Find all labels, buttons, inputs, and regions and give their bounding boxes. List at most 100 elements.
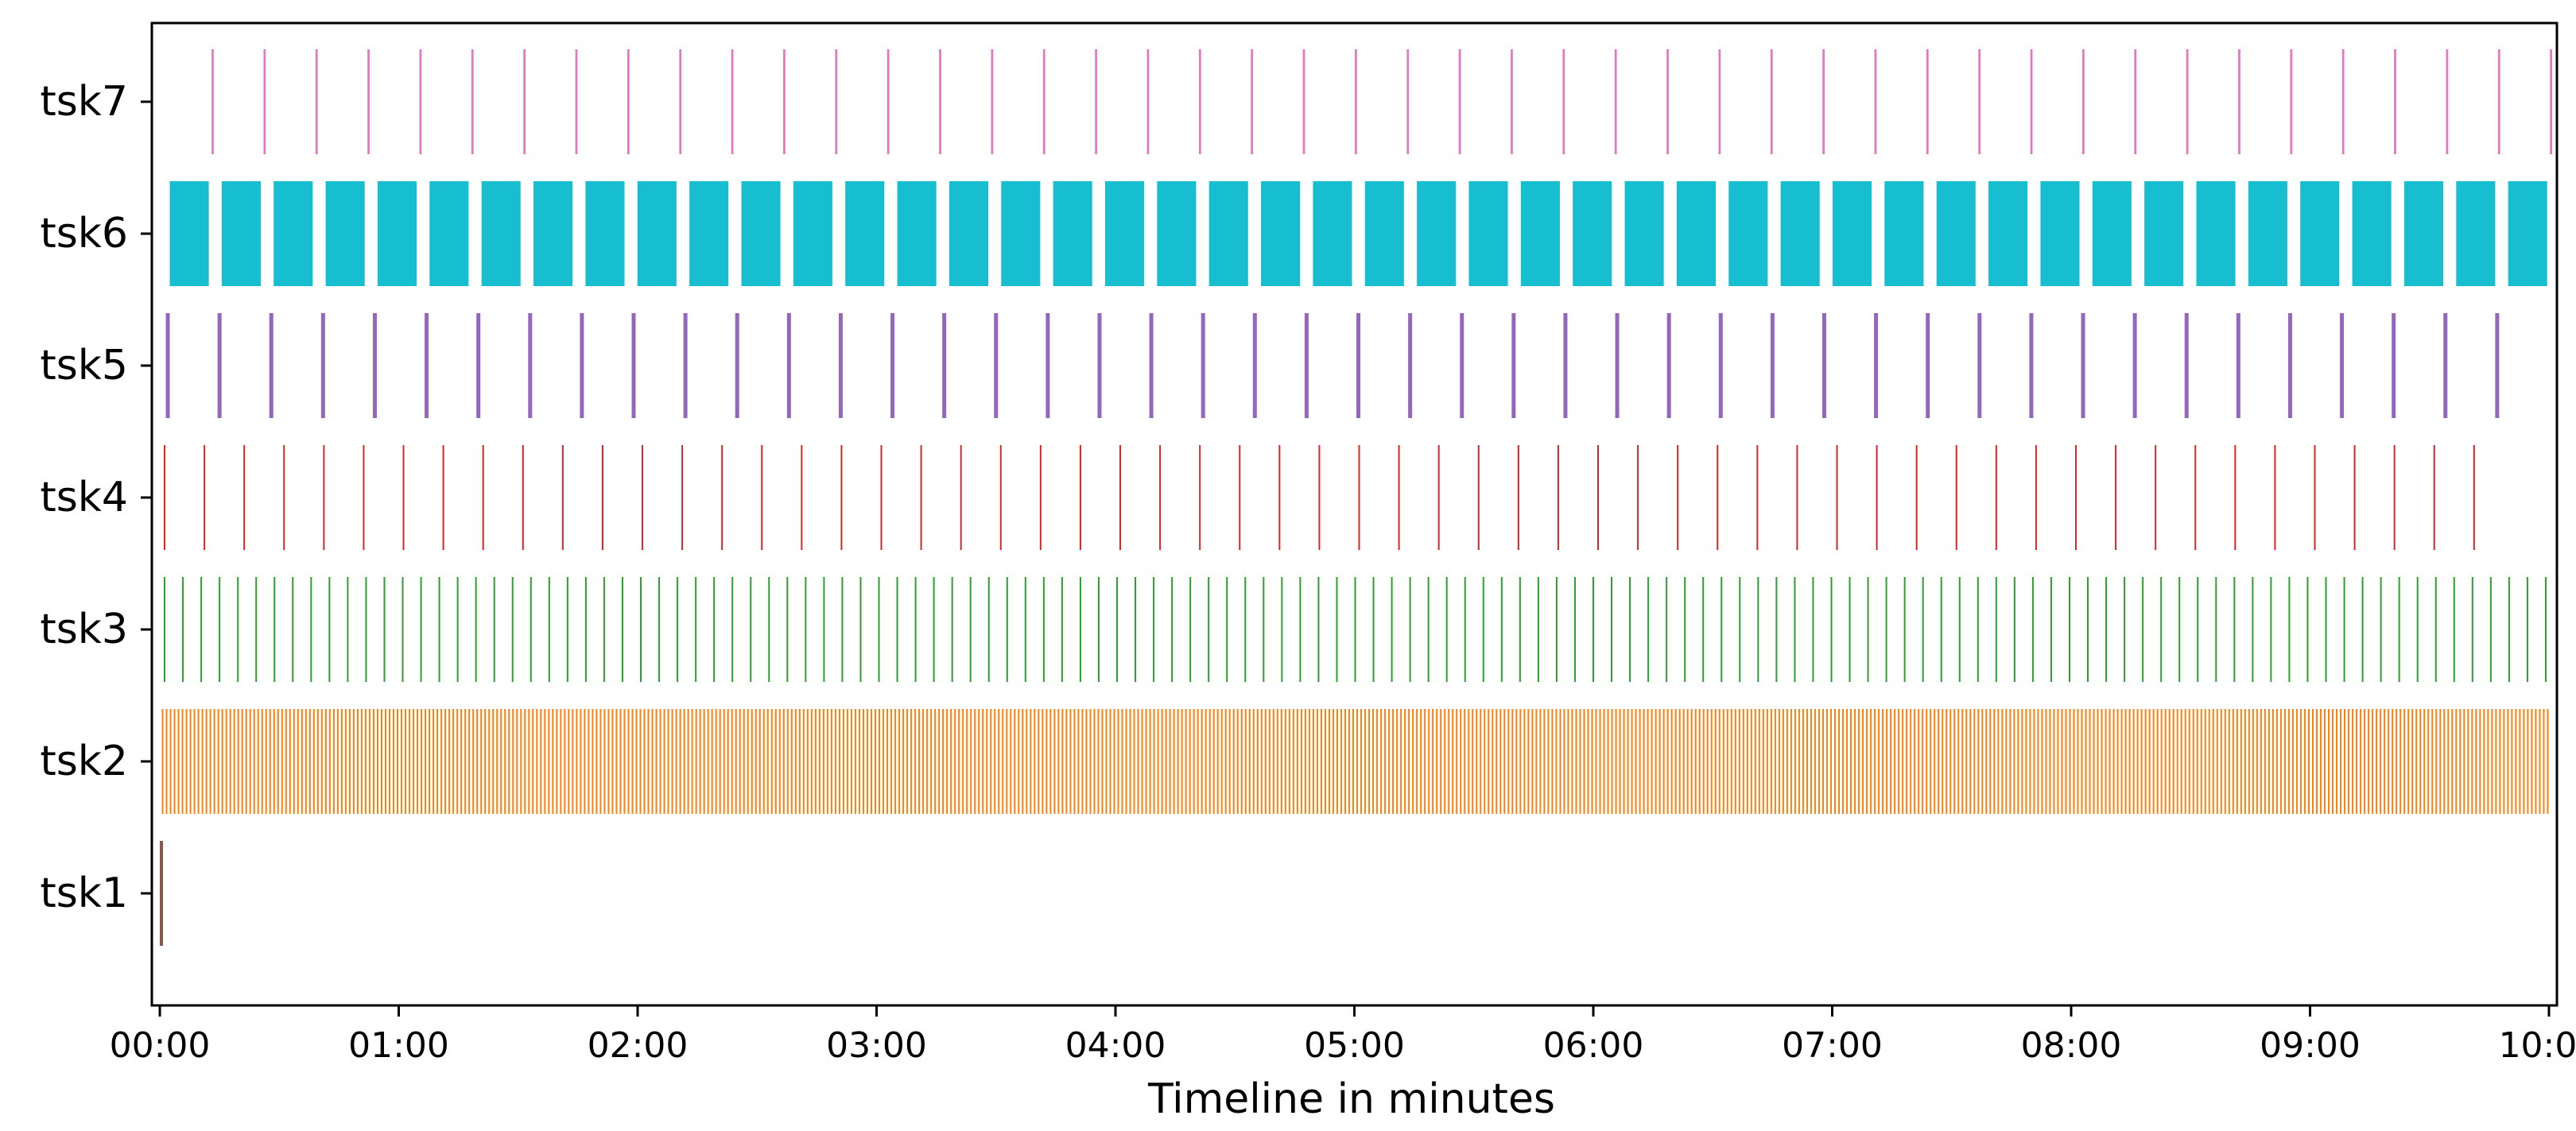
event-mark-tsk2 bbox=[356, 709, 359, 814]
event-mark-tsk2 bbox=[500, 709, 502, 814]
event-mark-tsk2 bbox=[1555, 709, 1558, 814]
event-mark-tsk5 bbox=[2287, 313, 2292, 418]
event-mark-tsk5 bbox=[320, 313, 325, 418]
event-mark-tsk2 bbox=[770, 709, 773, 814]
event-mark-tsk2 bbox=[1049, 709, 1052, 814]
event-mark-tsk2 bbox=[707, 709, 709, 814]
event-mark-tsk2 bbox=[376, 709, 378, 814]
event-mark-tsk3 bbox=[1702, 577, 1705, 682]
event-mark-tsk2 bbox=[2112, 709, 2115, 814]
event-mark-tsk6 bbox=[689, 181, 729, 286]
event-mark-tsk2 bbox=[185, 709, 188, 814]
event-mark-tsk2 bbox=[2065, 709, 2067, 814]
event-mark-tsk2 bbox=[2132, 709, 2135, 814]
event-mark-tsk2 bbox=[2451, 709, 2454, 814]
event-mark-tsk2 bbox=[1252, 709, 1255, 814]
event-mark-tsk3 bbox=[1336, 577, 1338, 682]
event-mark-tsk7 bbox=[679, 49, 682, 154]
series-tsk1 bbox=[160, 841, 164, 946]
event-mark-tsk2 bbox=[1042, 709, 1044, 814]
event-mark-tsk2 bbox=[1961, 709, 1964, 814]
event-mark-tsk2 bbox=[1444, 709, 1446, 814]
event-mark-tsk2 bbox=[2105, 709, 2107, 814]
x-tick-label: 05:00 bbox=[1304, 1025, 1405, 1066]
event-mark-tsk2 bbox=[1563, 709, 1565, 814]
event-mark-tsk2 bbox=[1583, 709, 1585, 814]
event-mark-tsk2 bbox=[2148, 709, 2151, 814]
event-mark-tsk2 bbox=[1611, 709, 1613, 814]
x-tick-label: 01:00 bbox=[348, 1025, 449, 1066]
event-mark-tsk3 bbox=[2416, 577, 2419, 682]
event-mark-tsk2 bbox=[1825, 709, 1828, 814]
series-tsk3 bbox=[164, 577, 2547, 682]
event-mark-tsk2 bbox=[1097, 709, 1100, 814]
event-mark-tsk2 bbox=[2415, 709, 2418, 814]
event-mark-tsk7 bbox=[1095, 49, 1097, 154]
event-mark-tsk4 bbox=[1358, 445, 1360, 550]
event-mark-tsk2 bbox=[918, 709, 921, 814]
event-mark-tsk2 bbox=[1216, 709, 1219, 814]
event-mark-tsk5 bbox=[580, 313, 584, 418]
event-mark-tsk2 bbox=[1766, 709, 1768, 814]
event-mark-tsk2 bbox=[2471, 709, 2473, 814]
event-mark-tsk2 bbox=[2503, 709, 2505, 814]
event-mark-tsk2 bbox=[217, 709, 219, 814]
event-mark-tsk3 bbox=[2544, 577, 2547, 682]
event-mark-tsk2 bbox=[2368, 709, 2370, 814]
event-mark-tsk7 bbox=[1874, 49, 1877, 154]
event-mark-tsk3 bbox=[603, 577, 605, 682]
event-mark-tsk2 bbox=[747, 709, 749, 814]
event-mark-tsk2 bbox=[1806, 709, 1808, 814]
event-mark-tsk3 bbox=[1940, 577, 1942, 682]
event-mark-tsk3 bbox=[1977, 577, 1979, 682]
event-mark-tsk2 bbox=[1965, 709, 1968, 814]
event-mark-tsk2 bbox=[2283, 709, 2286, 814]
event-mark-tsk3 bbox=[1464, 577, 1466, 682]
event-mark-tsk5 bbox=[217, 313, 222, 418]
event-mark-tsk3 bbox=[640, 577, 642, 682]
event-mark-tsk2 bbox=[846, 709, 848, 814]
event-mark-tsk3 bbox=[1445, 577, 1448, 682]
event-mark-tsk2 bbox=[691, 709, 693, 814]
event-mark-tsk2 bbox=[1472, 709, 1474, 814]
event-mark-tsk2 bbox=[1232, 709, 1235, 814]
event-mark-tsk2 bbox=[2025, 709, 2027, 814]
event-mark-tsk2 bbox=[962, 709, 964, 814]
event-mark-tsk2 bbox=[2275, 709, 2278, 814]
event-mark-tsk2 bbox=[958, 709, 960, 814]
event-mark-tsk2 bbox=[2176, 709, 2178, 814]
event-mark-tsk2 bbox=[1854, 709, 1856, 814]
event-mark-tsk6 bbox=[897, 181, 937, 286]
event-mark-tsk3 bbox=[1555, 577, 1558, 682]
event-mark-tsk6 bbox=[221, 181, 261, 286]
event-mark-tsk2 bbox=[2475, 709, 2477, 814]
event-mark-tsk3 bbox=[987, 577, 990, 682]
event-mark-tsk2 bbox=[1057, 709, 1060, 814]
event-mark-tsk3 bbox=[328, 577, 331, 682]
event-mark-tsk4 bbox=[164, 445, 166, 550]
event-mark-tsk4 bbox=[840, 445, 843, 550]
event-mark-tsk3 bbox=[914, 577, 917, 682]
event-mark-tsk2 bbox=[1169, 709, 1171, 814]
event-mark-tsk2 bbox=[2431, 709, 2434, 814]
event-mark-tsk2 bbox=[2443, 709, 2446, 814]
event-mark-tsk4 bbox=[323, 445, 325, 550]
event-mark-tsk2 bbox=[1670, 709, 1673, 814]
event-mark-tsk2 bbox=[1093, 709, 1096, 814]
event-mark-tsk5 bbox=[372, 313, 377, 418]
event-mark-tsk2 bbox=[1125, 709, 1127, 814]
event-mark-tsk2 bbox=[1065, 709, 1068, 814]
event-mark-tsk2 bbox=[806, 709, 809, 814]
event-mark-tsk2 bbox=[1137, 709, 1139, 814]
event-mark-tsk2 bbox=[1730, 709, 1732, 814]
event-mark-tsk2 bbox=[794, 709, 797, 814]
event-mark-tsk2 bbox=[1456, 709, 1458, 814]
event-mark-tsk2 bbox=[894, 709, 897, 814]
event-mark-tsk6 bbox=[2456, 181, 2496, 286]
event-mark-tsk2 bbox=[822, 709, 824, 814]
event-mark-tsk2 bbox=[1898, 709, 1900, 814]
event-mark-tsk6 bbox=[1520, 181, 1560, 286]
event-mark-tsk2 bbox=[2392, 709, 2394, 814]
event-mark-tsk7 bbox=[1718, 49, 1721, 154]
